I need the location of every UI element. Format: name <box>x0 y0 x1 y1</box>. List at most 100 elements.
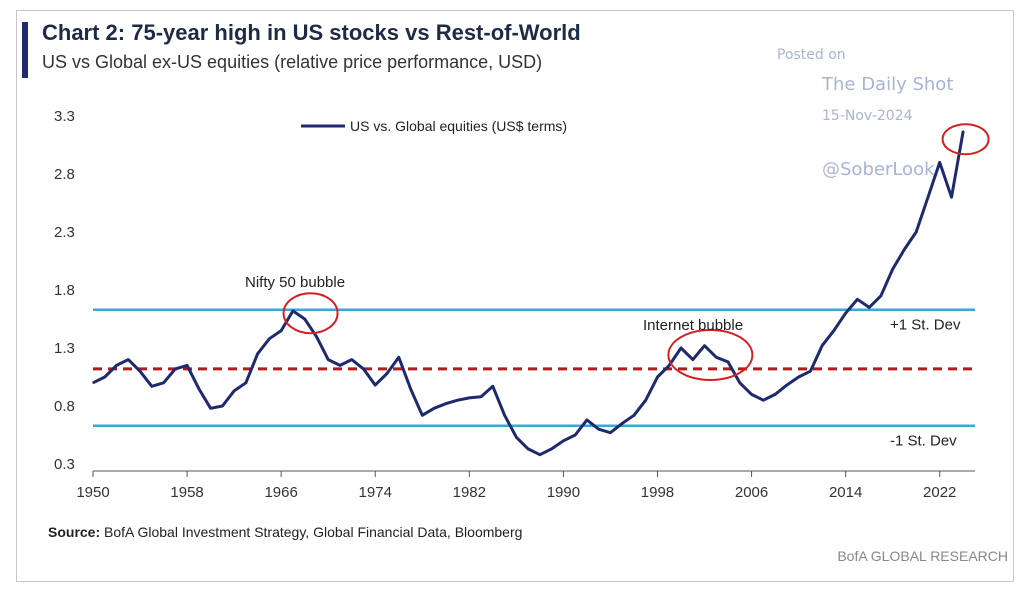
y-tick-label: 2.8 <box>54 166 75 183</box>
data-point <box>174 368 177 370</box>
data-point <box>633 414 635 417</box>
data-point <box>915 231 917 233</box>
data-point <box>315 335 318 338</box>
data-point <box>139 370 141 373</box>
chart-frame <box>16 10 1014 582</box>
data-point <box>691 358 694 361</box>
data-point <box>739 382 741 384</box>
x-tick-label: 1958 <box>170 484 203 501</box>
data-point <box>221 405 224 407</box>
x-tick-label: 2022 <box>923 484 956 501</box>
data-point <box>786 384 788 386</box>
data-point <box>515 436 518 439</box>
internet-bubble-highlight-circle <box>667 328 754 381</box>
watermark-date: 15-Nov-2024 <box>822 108 913 124</box>
data-point <box>339 364 341 367</box>
y-tick-label: 3.3 <box>54 108 75 125</box>
data-point <box>703 344 706 347</box>
plus-1-stdev-label: +1 St. Dev <box>890 317 961 334</box>
data-point <box>950 196 953 198</box>
recent-high-highlight-circle <box>941 123 990 156</box>
data-point <box>891 268 894 270</box>
data-point <box>292 310 294 312</box>
x-tick-label: 1966 <box>264 484 297 501</box>
watermark-site: The Daily Shot <box>822 74 954 95</box>
data-point <box>492 385 494 388</box>
data-point <box>115 364 118 367</box>
x-tick-label: 1982 <box>453 484 486 501</box>
data-point <box>409 387 412 390</box>
data-point <box>245 382 247 384</box>
nifty-50-highlight-circle <box>282 292 339 335</box>
data-point <box>644 399 647 402</box>
data-point <box>280 329 282 332</box>
x-tick-label: 1998 <box>641 484 674 501</box>
data-point <box>539 453 541 456</box>
data-point <box>162 382 165 384</box>
nifty-50-label: Nifty 50 bubble <box>245 274 345 291</box>
data-point <box>233 390 235 392</box>
data-point <box>856 298 859 301</box>
data-point <box>350 358 353 361</box>
data-point <box>468 397 471 399</box>
data-point <box>844 312 847 315</box>
x-tick-label: 1950 <box>76 484 109 501</box>
data-point <box>868 306 870 309</box>
x-tick-label: 2014 <box>829 484 862 501</box>
data-point <box>268 337 271 340</box>
legend-label: US vs. Global equities (US$ terms) <box>350 118 567 134</box>
data-point <box>927 196 929 198</box>
data-point <box>680 347 682 349</box>
source-text: BofA Global Investment Strategy, Global … <box>104 524 523 540</box>
y-tick-label: 0.8 <box>54 398 75 415</box>
y-tick-label: 2.3 <box>54 224 75 241</box>
series-line-us-vs-global <box>92 130 965 457</box>
y-tick-label: 0.3 <box>54 456 75 473</box>
data-point <box>327 358 330 361</box>
data-point <box>421 414 424 417</box>
data-point <box>962 130 965 132</box>
data-point <box>433 407 435 410</box>
data-point <box>797 376 800 378</box>
data-point <box>103 376 106 378</box>
data-point <box>750 393 753 396</box>
reference-lines: +1 St. Dev -1 St. Dev <box>93 308 975 450</box>
y-tick-label: 1.8 <box>54 282 75 299</box>
data-point <box>386 372 388 375</box>
y-axis-tick-labels: 3.3 2.8 2.3 1.8 1.3 0.8 0.3 <box>54 108 75 473</box>
data-point <box>397 356 400 359</box>
data-point <box>445 402 447 405</box>
source-note: Source: BofA Global Investment Strategy,… <box>48 524 522 540</box>
data-point <box>833 329 835 332</box>
data-point <box>762 399 765 402</box>
series-group <box>92 130 965 457</box>
data-point <box>574 434 576 436</box>
source-label: Source: <box>48 524 101 540</box>
data-point <box>562 440 565 442</box>
data-point <box>151 385 153 388</box>
data-point <box>209 407 212 410</box>
data-point <box>256 353 259 355</box>
title-accent-bar <box>22 22 28 78</box>
data-point <box>903 248 906 251</box>
data-point <box>938 161 941 164</box>
data-point <box>880 295 882 297</box>
data-point <box>809 370 812 373</box>
data-point <box>198 387 200 390</box>
data-point <box>715 356 718 359</box>
data-point <box>374 384 377 386</box>
x-axis-ticks: 1950 1958 1966 1974 1982 1990 1998 2006 2014 2022 <box>76 471 956 501</box>
data-point <box>621 422 623 425</box>
chart-title: Chart 2: 75-year high in US stocks vs Re… <box>42 20 581 45</box>
data-point <box>92 382 94 384</box>
data-point <box>586 419 588 421</box>
x-tick-label: 1990 <box>547 484 580 501</box>
chart-subtitle: US vs Global ex-US equities (relative pr… <box>42 52 543 72</box>
x-tick-label: 2006 <box>735 484 768 501</box>
brand-label: BofA GLOBAL RESEARCH <box>837 548 1008 564</box>
watermark-handle: @SoberLook <box>822 159 935 180</box>
data-point <box>186 364 188 367</box>
data-point <box>609 431 612 434</box>
data-point <box>127 358 130 361</box>
